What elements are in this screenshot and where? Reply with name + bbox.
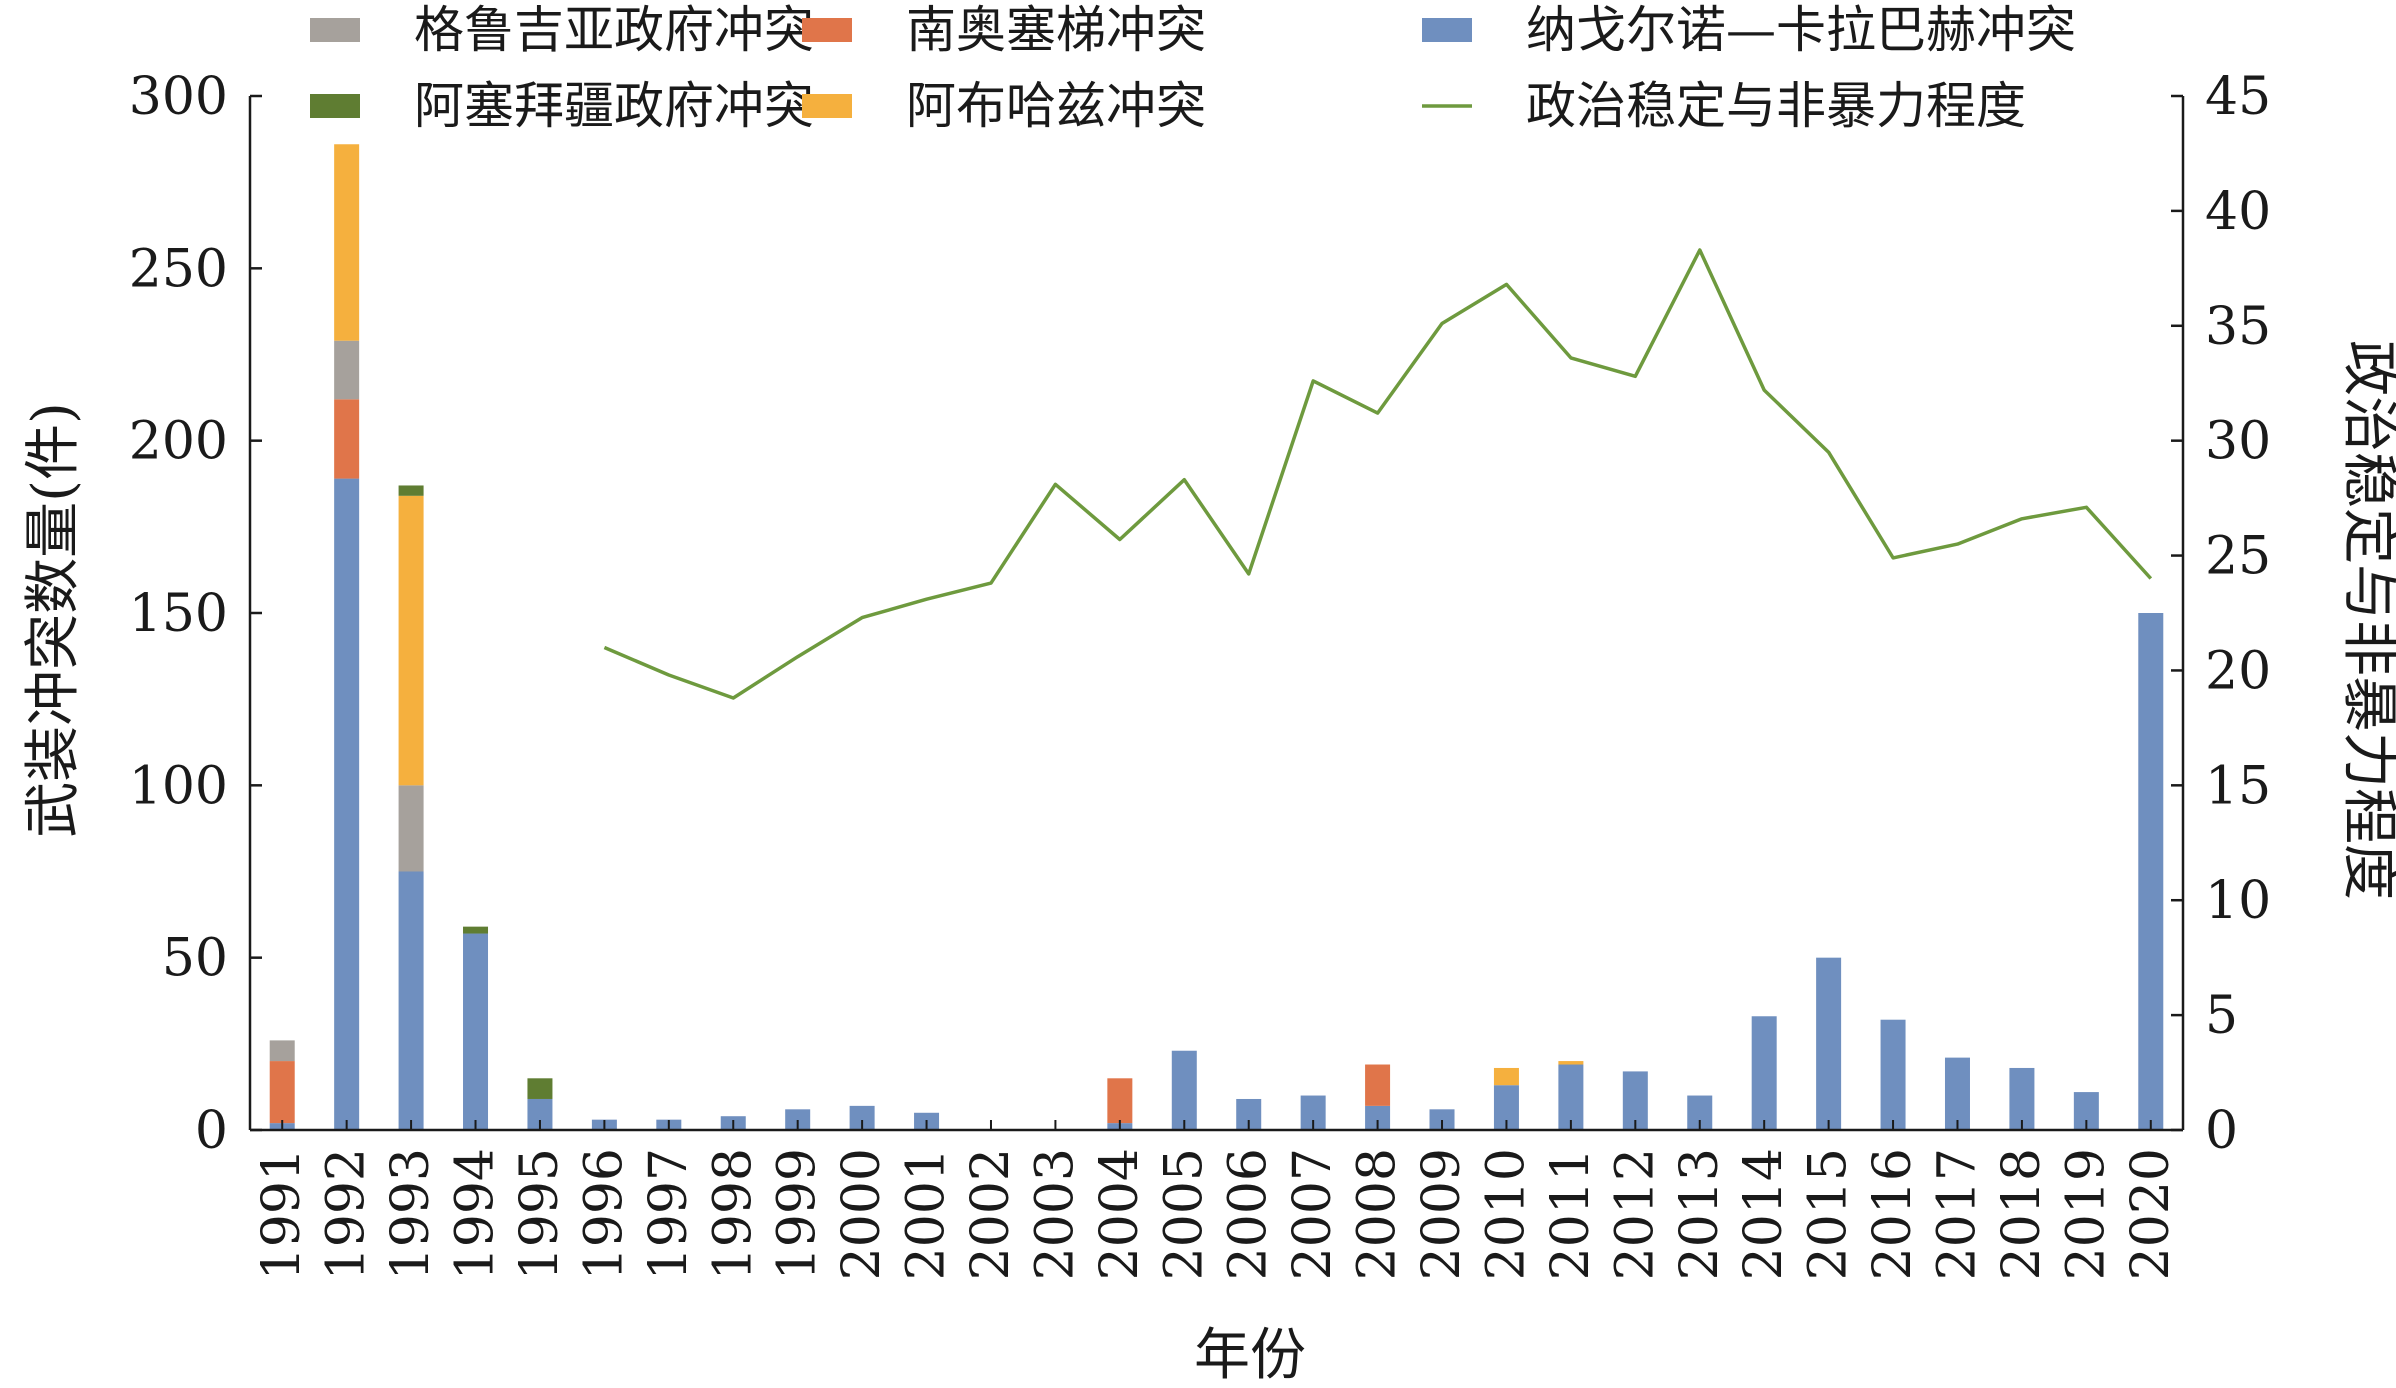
bar-segment [1493, 1067, 1519, 1086]
x-tick-label: 2005 [1154, 1148, 1214, 1280]
y2-tick-label: 45 [2205, 67, 2271, 127]
y2-tick-label: 35 [2205, 297, 2271, 357]
bar-segment [1171, 1050, 1197, 1130]
bar-segment [463, 933, 489, 1130]
bar-segment [269, 1061, 295, 1124]
bar-segment [334, 144, 360, 341]
x-tick-label: 1995 [510, 1148, 570, 1280]
bar-segment [1558, 1061, 1584, 1065]
legend-swatch [310, 18, 360, 42]
x-tick-label: 1992 [317, 1148, 377, 1280]
y2-tick-label: 10 [2205, 871, 2271, 931]
x-tick-label: 2017 [1927, 1148, 1987, 1280]
bar-segment [1880, 1019, 1906, 1130]
legend-swatch [1422, 18, 1472, 42]
x-tick-label: 2019 [2056, 1148, 2116, 1280]
x-tick-label: 2004 [1090, 1148, 1150, 1280]
axes: 0 50 100 150 200 250 300 0 5 10 15 20 25 30 35 40 45 1991… [129, 67, 2271, 1280]
y2-axis-title: 政治稳定与非暴力程度 [2336, 340, 2396, 900]
line-series [603, 248, 2153, 700]
legend-label: 纳戈尔诺—卡拉巴赫冲突 [1526, 1, 2076, 59]
x-tick-label: 1994 [446, 1148, 506, 1280]
bar-segment [269, 1040, 295, 1062]
bar-segment [2138, 613, 2164, 1130]
bar-segment [1944, 1057, 1970, 1130]
y2-tick-label: 25 [2205, 527, 2271, 587]
y2-tick-label: 40 [2205, 182, 2271, 242]
y2-tick-label: 5 [2205, 986, 2238, 1046]
bar-segment [398, 495, 424, 786]
x-tick-label: 2002 [961, 1148, 1021, 1280]
bar-segment [1429, 1109, 1455, 1130]
y-axis-title: 武装冲突数量(件) [21, 402, 86, 838]
y2-tick-label: 15 [2205, 756, 2271, 816]
legend-label: 阿布哈兹冲突 [906, 77, 1206, 135]
legend-label: 南奥塞梯冲突 [906, 1, 1206, 59]
x-tick-label: 2007 [1283, 1148, 1343, 1280]
y-tick-label: 150 [129, 584, 228, 644]
bar-segment [334, 399, 360, 479]
x-tick-label: 2016 [1863, 1148, 1923, 1280]
legend-label: 政治稳定与非暴力程度 [1526, 77, 2026, 135]
y2-tick-label: 30 [2205, 412, 2271, 472]
x-tick-label: 2014 [1734, 1148, 1794, 1280]
bars [269, 144, 2164, 1131]
x-tick-label: 2001 [897, 1148, 957, 1280]
x-tick-label: 2006 [1219, 1148, 1279, 1280]
x-tick-label: 2000 [832, 1148, 892, 1280]
legend-label: 格鲁吉亚政府冲突 [414, 1, 814, 59]
bar-segment [463, 926, 489, 934]
y-tick-label: 300 [129, 67, 228, 127]
x-tick-label: 2011 [1541, 1148, 1601, 1280]
x-tick-label: 2020 [2121, 1148, 2181, 1280]
x-axis-title: 年份 [1194, 1323, 1306, 1388]
x-tick-label: 1998 [703, 1148, 763, 1280]
x-tick-label: 2015 [1799, 1148, 1859, 1280]
bar-segment [1751, 1016, 1777, 1130]
legend-swatch [310, 94, 360, 118]
x-tick-label: 1991 [252, 1148, 312, 1280]
bar-segment [1365, 1064, 1391, 1106]
y-tick-label: 50 [162, 929, 228, 989]
y-tick-label: 0 [195, 1101, 228, 1161]
bar-segment [2009, 1067, 2035, 1130]
y-tick-label: 250 [129, 239, 228, 299]
y-tick-label: 100 [129, 756, 228, 816]
x-tick-label: 2009 [1412, 1148, 1472, 1280]
bar-segment [334, 340, 360, 400]
x-tick-label: 1999 [768, 1148, 828, 1280]
y2-tick-label: 20 [2205, 641, 2271, 701]
x-tick-label: 1996 [574, 1148, 634, 1280]
x-tick-label: 2008 [1348, 1148, 1408, 1280]
bar-segment [334, 478, 360, 1131]
bar-segment [398, 785, 424, 872]
legend-label: 阿塞拜疆政府冲突 [414, 77, 814, 135]
bar-segment [527, 1078, 553, 1099]
legend-swatch [802, 18, 852, 42]
bar-segment [398, 485, 424, 496]
legend-swatch [802, 94, 852, 118]
x-tick-label: 2010 [1476, 1148, 1536, 1280]
bar-segment [1558, 1064, 1584, 1130]
bar-segment [398, 871, 424, 1130]
bar-segment [1816, 957, 1842, 1130]
line-path [603, 248, 2153, 700]
x-tick-label: 2013 [1670, 1148, 1730, 1280]
y-tick-label: 200 [129, 412, 228, 472]
bar-segment [785, 1109, 811, 1130]
x-tick-label: 1993 [381, 1148, 441, 1280]
x-tick-label: 2012 [1605, 1148, 1665, 1280]
x-tick-label: 2003 [1025, 1148, 1085, 1280]
x-tick-label: 2018 [1992, 1148, 2052, 1280]
y2-tick-label: 0 [2205, 1101, 2238, 1161]
x-tick-label: 1997 [639, 1148, 699, 1280]
bar-segment [1107, 1078, 1133, 1124]
